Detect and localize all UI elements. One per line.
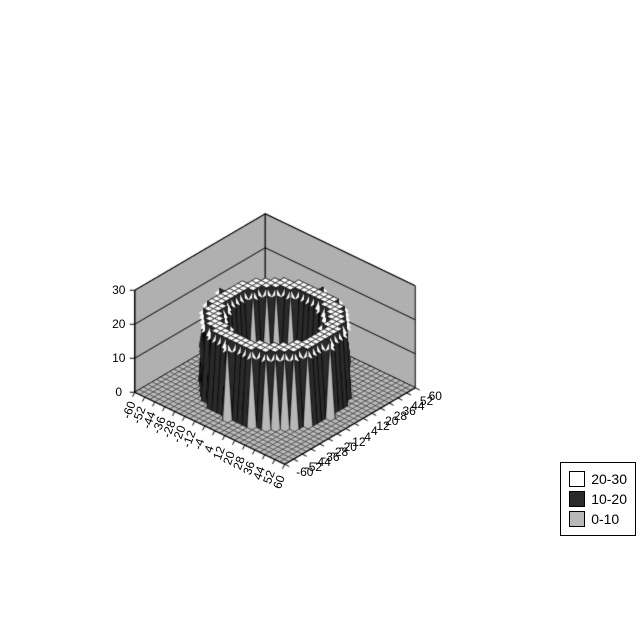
legend-label: 20-30 (591, 471, 627, 487)
legend-item: 10-20 (569, 489, 627, 509)
legend-item: 20-30 (569, 469, 627, 489)
surface-canvas (0, 0, 640, 626)
legend-swatch (569, 471, 585, 487)
legend-item: 0-10 (569, 509, 627, 529)
legend-swatch (569, 511, 585, 527)
axis-tick-label: 20 (112, 317, 125, 331)
axis-tick-label: 30 (112, 283, 125, 297)
axis-tick-label: 0 (115, 385, 122, 399)
axis-tick-label: 60 (429, 389, 442, 403)
legend-swatch (569, 491, 585, 507)
legend-label: 0-10 (591, 511, 619, 527)
legend-label: 10-20 (591, 491, 627, 507)
legend: 20-30 10-20 0-10 (560, 462, 636, 536)
chart-stage: 20-3010-200-10 0102030-60-52-44-36-28-20… (0, 0, 640, 626)
axis-tick-label: 10 (112, 351, 125, 365)
axis-tick-label: -4 (360, 430, 371, 444)
